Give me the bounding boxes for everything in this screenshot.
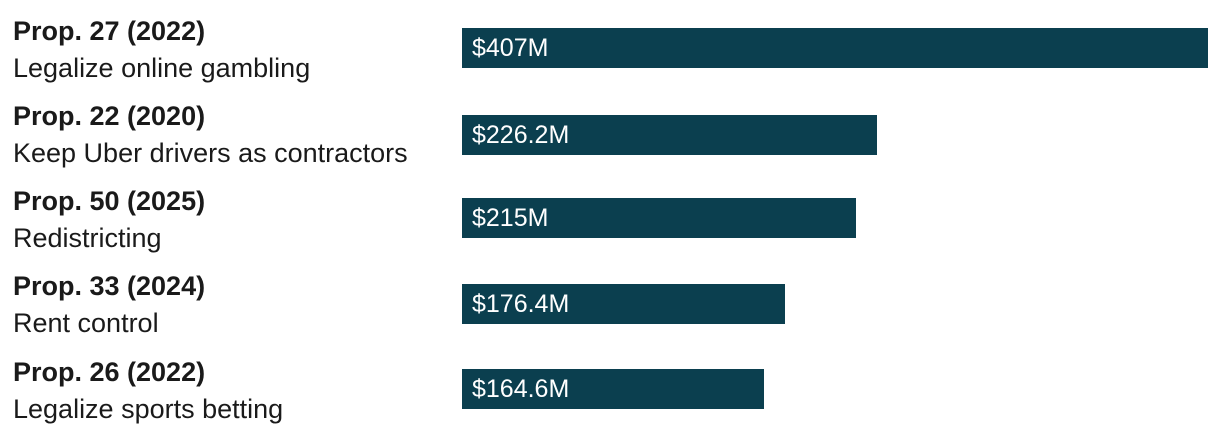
category-description: Redistricting [13,223,162,253]
bar [462,284,785,324]
bar [462,115,877,155]
bar [462,198,856,238]
bar-row: Prop. 50 (2025) Redistricting $215M [0,184,1220,268]
bar-row: Prop. 22 (2020) Keep Uber drivers as cont… [0,99,1220,183]
category-title: Prop. 26 (2022) [13,357,206,387]
bar [462,28,1208,68]
bar-value-label: $215M [472,204,549,232]
bar [462,369,764,409]
category-title: Prop. 33 (2024) [13,271,206,301]
bar-row: Prop. 26 (2022) Legalize sports betting $1… [0,355,1220,439]
category-title: Prop. 22 (2020) [13,101,206,131]
bar-value-label: $164.6M [472,375,570,403]
category-description: Keep Uber drivers as contractors [13,138,408,168]
bar-value-label: $226.2M [472,121,570,149]
category-title: Prop. 50 (2025) [13,186,206,216]
category-title: Prop. 27 (2022) [13,16,206,46]
bar-value-label: $407M [472,34,549,62]
category-description: Legalize sports betting [13,394,284,424]
bar-value-label: $176.4M [472,290,570,318]
category-description: Rent control [13,308,159,338]
bar-row: Prop. 33 (2024) Rent control $176.4M [0,269,1220,353]
category-description: Legalize online gambling [13,53,311,83]
bar-row: Prop. 27 (2022) Legalize online gambling $… [0,14,1220,98]
